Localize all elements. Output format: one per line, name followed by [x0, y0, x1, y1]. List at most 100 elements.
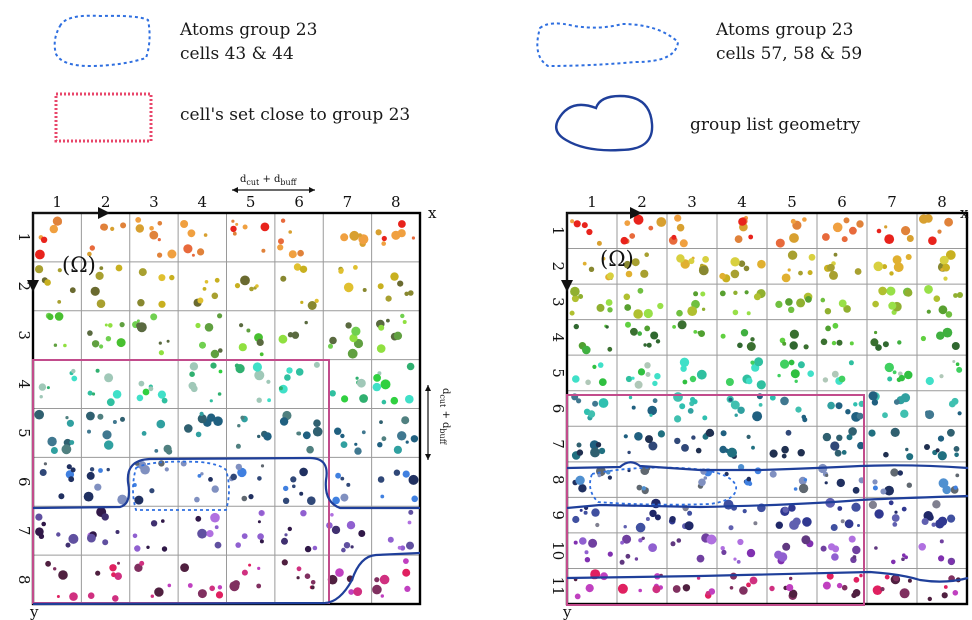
- legend-dotted-blob-b: [536, 22, 680, 68]
- atom-dot: [882, 341, 889, 348]
- row-label: 8: [15, 575, 33, 585]
- atom-dot: [872, 479, 878, 485]
- atom-dot: [377, 476, 385, 483]
- atom-dot: [194, 496, 200, 503]
- atom-dot: [822, 432, 832, 442]
- atom-dot: [852, 545, 861, 555]
- atom-dot: [669, 516, 676, 523]
- atom-dot: [167, 249, 177, 259]
- atom-dot: [299, 467, 308, 477]
- atom-dot: [820, 297, 826, 303]
- column-label: 3: [149, 193, 159, 211]
- atom-dot: [188, 381, 197, 390]
- atom-dot: [893, 574, 900, 582]
- atom-dot: [249, 286, 254, 292]
- atom-dot: [782, 506, 789, 513]
- atom-dot: [927, 514, 934, 521]
- right-panel-atoms: [569, 214, 963, 602]
- atom-dot: [746, 582, 751, 588]
- atom-dot: [214, 525, 219, 530]
- atom-dot: [884, 574, 890, 580]
- atom-dot: [947, 514, 956, 523]
- left-panel-atoms: [34, 216, 419, 602]
- atom-dot: [595, 442, 602, 448]
- atom-dot: [573, 323, 579, 330]
- atom-dot: [631, 376, 635, 380]
- row-label: 4: [15, 379, 33, 389]
- atom-dot: [698, 265, 709, 276]
- legend-close-set-text: cell's set close to group 23: [180, 105, 411, 125]
- atom-dot: [637, 368, 646, 376]
- row-label: 2: [549, 262, 567, 272]
- atom-dot: [43, 462, 48, 466]
- atom-dot: [702, 256, 709, 263]
- atom-dot: [702, 415, 708, 421]
- legend-dotted-blob-a: [53, 14, 151, 68]
- atom-dot: [625, 270, 633, 278]
- legend-geometry-text: group list geometry: [690, 115, 861, 135]
- atom-dot: [782, 542, 791, 551]
- atom-dot: [102, 539, 109, 546]
- atom-dot: [838, 299, 847, 308]
- atom-dot: [832, 545, 840, 553]
- atom-dot: [607, 346, 613, 352]
- atom-dot: [90, 286, 100, 296]
- atom-dot: [410, 435, 419, 443]
- atom-dot: [746, 548, 756, 558]
- atom-dot: [241, 569, 248, 576]
- atom-dot: [401, 416, 410, 425]
- atom-dot: [161, 519, 165, 523]
- atom-dot: [942, 263, 950, 272]
- atom-dot: [202, 287, 207, 291]
- atom-dot: [592, 400, 599, 407]
- atom-dot: [673, 392, 683, 402]
- atom-dot: [119, 322, 125, 328]
- atom-dot: [939, 374, 944, 379]
- atom-dot: [892, 255, 902, 265]
- atom-dot: [945, 250, 956, 260]
- atom-dot: [180, 563, 190, 572]
- row-label: 7: [15, 526, 33, 536]
- atom-dot: [775, 300, 783, 308]
- atom-dot: [341, 547, 346, 553]
- atom-dot: [746, 311, 751, 316]
- atom-dot: [237, 424, 241, 428]
- atom-dot: [213, 416, 223, 427]
- atom-dot: [874, 546, 878, 550]
- atom-dot: [802, 517, 812, 527]
- atom-dot: [957, 292, 963, 298]
- atom-dot: [138, 380, 145, 387]
- atom-dot: [65, 542, 71, 548]
- atom-dot: [312, 426, 323, 437]
- atom-dot: [620, 236, 629, 245]
- atom-dot: [820, 545, 827, 552]
- atom-dot: [230, 225, 237, 233]
- atom-dot: [649, 413, 653, 417]
- atom-dot: [579, 508, 583, 512]
- atom-dot: [197, 297, 204, 304]
- atom-dot: [937, 229, 942, 234]
- atom-dot: [588, 538, 598, 548]
- left-y-axis-label: y: [29, 603, 39, 620]
- atom-dot: [924, 214, 933, 223]
- atom-dot: [299, 265, 308, 273]
- atom-dot: [872, 585, 883, 595]
- atom-dot: [329, 390, 336, 397]
- legend-group-cells-a-text: Atoms group 23 cells 43 & 44: [180, 18, 317, 66]
- atom-dot: [720, 546, 725, 551]
- atom-dot: [39, 395, 43, 399]
- atom-dot: [837, 506, 843, 511]
- atom-dot: [292, 484, 296, 489]
- atom-dot: [359, 394, 368, 403]
- atom-dot: [625, 321, 631, 328]
- atom-dot: [623, 293, 631, 301]
- atom-dot: [624, 220, 631, 227]
- atom-dot: [288, 230, 293, 234]
- atom-dot: [69, 440, 75, 445]
- atom-dot: [897, 470, 903, 476]
- atom-dot: [737, 342, 743, 349]
- atom-dot: [353, 587, 363, 596]
- atom-dot: [406, 541, 414, 550]
- atom-dot: [672, 325, 676, 329]
- atom-dot: [210, 512, 220, 523]
